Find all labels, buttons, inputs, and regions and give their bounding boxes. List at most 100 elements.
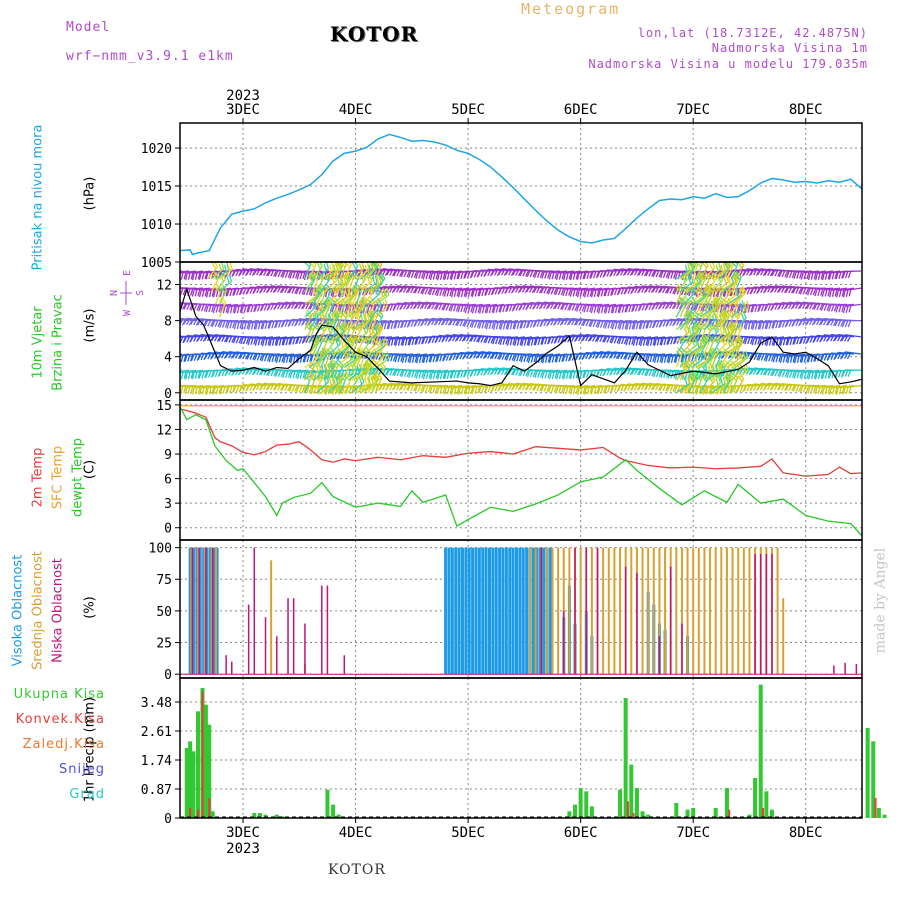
- wind-barb-tick: [231, 335, 236, 343]
- wind-barb-tick: [621, 337, 625, 345]
- x-day-label-bottom: 8DEC: [789, 825, 823, 841]
- wind-barb-tick: [164, 338, 166, 345]
- wind-barb-tick: [330, 313, 335, 321]
- wind-barb-tick: [292, 337, 296, 345]
- wind-barb-tick: [491, 268, 496, 276]
- wind-barb-tick: [259, 353, 264, 361]
- wind-barb-tick: [568, 386, 572, 394]
- wind-barb-tick: [275, 355, 279, 363]
- wind-barb-tick: [253, 383, 258, 390]
- wind-barb-tick: [499, 338, 503, 346]
- wind-barb-tick: [348, 353, 352, 361]
- wind-barb-tick: [596, 334, 601, 342]
- wind-barb-tick: [652, 270, 657, 278]
- wind-barb-tick: [273, 369, 278, 377]
- wind-barb-tick: [548, 372, 552, 380]
- wind-barb-tick: [750, 383, 755, 391]
- wind-barb-tick: [250, 322, 254, 330]
- wind-barb-tick: [650, 383, 656, 391]
- wind-barb-tick: [449, 371, 453, 379]
- wind-barb-tick: [659, 271, 664, 279]
- wind-barb-tick: [577, 387, 580, 395]
- wind-barb-tick: [743, 268, 748, 276]
- wind-barb-tick: [541, 371, 545, 379]
- wind-barb-tick: [562, 387, 566, 395]
- wind-barb-tick: [565, 372, 569, 380]
- wind-barb-tick: [548, 355, 552, 364]
- wind-barb-tick: [196, 260, 200, 266]
- wind-barb-tick: [509, 322, 513, 330]
- wind-barb-tick: [795, 384, 800, 392]
- wind-barb-tick: [382, 286, 387, 294]
- y-tick-label: 3.48: [141, 696, 172, 711]
- wind-barb-tick: [533, 285, 538, 293]
- wind-barb-tick: [302, 288, 307, 296]
- wind-barb-tick: [263, 269, 268, 276]
- wind-barb-tick: [443, 289, 447, 297]
- wind-barb-tick: [698, 271, 705, 279]
- wind-barb-tick: [778, 354, 782, 362]
- wind-barb-tick: [798, 384, 803, 392]
- wind-barb-tick: [823, 353, 828, 361]
- wind-barb-tick: [415, 371, 419, 379]
- wind-barb-tick: [523, 355, 527, 363]
- wind-barb-tick: [812, 288, 817, 296]
- wind-barb-tick: [470, 351, 475, 359]
- wind-barb-tick: [841, 320, 846, 328]
- wind-barb-tick: [732, 340, 736, 348]
- wind-barb-tick: [215, 305, 219, 313]
- wind-barb-tick: [421, 371, 425, 379]
- wind-barb-tick: [655, 320, 660, 328]
- wind-barb-tick: [403, 302, 408, 310]
- wind-barb-tick: [374, 325, 380, 332]
- x-day-label-bottom: 3DEC: [226, 825, 260, 841]
- wind-barb-tick: [529, 302, 534, 310]
- wind-barb-tick: [614, 322, 618, 330]
- wind-barb-tick: [253, 322, 257, 330]
- wind-barb-tick: [803, 355, 807, 363]
- wind-barb-tick: [275, 338, 279, 347]
- wind-barb-tick: [606, 335, 611, 343]
- wind-barb-tick: [589, 271, 593, 279]
- wind-barb-tick: [331, 312, 337, 320]
- wind-barb-tick: [265, 383, 271, 391]
- wind-barb-tick: [550, 318, 555, 326]
- wind-barb-tick: [464, 387, 468, 395]
- wind-barb: [204, 358, 217, 368]
- wind-barb-tick: [543, 319, 548, 327]
- wind-barb-tick: [692, 277, 696, 285]
- wind-barb-tick: [590, 387, 594, 395]
- wind-barb-tick: [638, 368, 643, 376]
- wind-barb-tick: [830, 353, 835, 360]
- wind-barb-tick: [834, 334, 839, 341]
- wind-barb-tick: [198, 371, 202, 379]
- wind-barb-tick: [298, 336, 303, 344]
- wind-barb-tick: [762, 269, 768, 276]
- wind-barb-tick: [837, 352, 842, 360]
- wind-barb-tick: [835, 387, 839, 395]
- wind-barb-tick: [729, 368, 734, 376]
- wind-barb-tick: [285, 355, 289, 363]
- wind-barb-tick: [228, 274, 233, 282]
- total-rain-bar: [567, 811, 572, 818]
- wind-barb-tick: [781, 383, 786, 391]
- wind-barb-tick: [848, 386, 852, 394]
- wind-barb-tick: [425, 371, 429, 379]
- wind-barb-tick: [498, 352, 503, 360]
- wind-barb-tick: [758, 322, 762, 330]
- wind-barb-tick: [610, 305, 614, 313]
- wind-barb-tick: [601, 352, 607, 359]
- wind-barb-tick: [659, 355, 663, 363]
- wind-barb-tick: [529, 370, 534, 378]
- wind-barb-tick: [613, 385, 618, 393]
- wind-barb-tick: [590, 271, 594, 279]
- wind-barb-tick: [221, 335, 226, 342]
- wind-barb-tick: [844, 271, 849, 279]
- wind-barb-tick: [400, 270, 405, 278]
- wind-barb-tick: [182, 385, 187, 393]
- wind-barb-tick: [791, 384, 796, 392]
- wind-barb-tick: [450, 272, 454, 280]
- wind-barb-tick: [512, 303, 517, 311]
- y-tick-label: 15: [156, 399, 172, 414]
- wind-barb-tick: [268, 355, 272, 363]
